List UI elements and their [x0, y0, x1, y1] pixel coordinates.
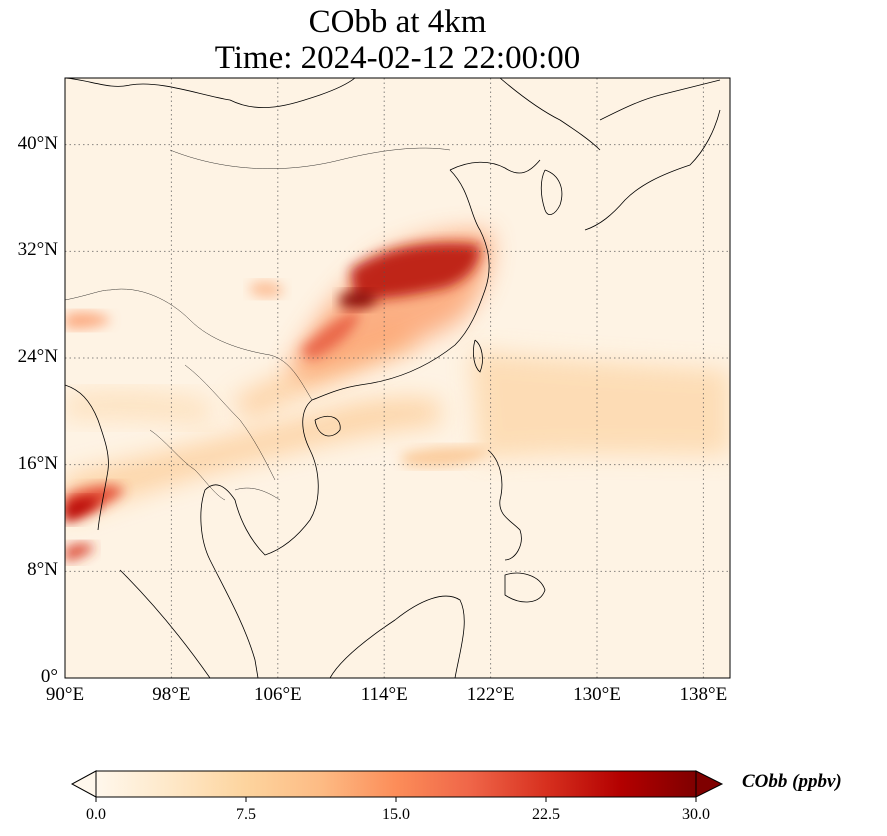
colorbar-label: CObb (ppbv) — [742, 771, 842, 792]
coast-korea — [540, 169, 563, 215]
colorbar-tick-label: 22.5 — [532, 806, 560, 823]
coast-borneo — [329, 595, 465, 678]
y-tick-label: 0° — [40, 666, 58, 687]
country-borders — [65, 147, 451, 501]
y-tick-label: 16°N — [17, 452, 58, 474]
coast-sea-okhotsk — [599, 79, 721, 121]
plume-china-peak — [340, 290, 378, 310]
plume-pacific-band — [470, 350, 730, 460]
y-tick-label: 32°N — [17, 239, 58, 261]
border-china-south — [109, 288, 313, 401]
colorbar-tick-label: 0.0 — [86, 806, 106, 823]
plume-myanmar-lower — [65, 543, 95, 562]
coast-china-east — [311, 169, 490, 401]
y-tick-label: 40°N — [17, 132, 58, 154]
coast-east-asia-north — [499, 78, 601, 151]
colorbar-min-extend — [70, 770, 97, 798]
border-mongolia — [169, 147, 451, 169]
plume-myanmar-core — [65, 498, 100, 522]
plume-west-band — [65, 390, 210, 425]
cobb-field — [65, 230, 730, 562]
map-frame — [64, 77, 731, 679]
plume-china-core — [350, 242, 481, 300]
plume-indochina-band — [65, 398, 440, 520]
x-tick-label: 122°E — [466, 684, 515, 705]
colorbar-tick-label: 7.5 — [236, 806, 256, 823]
border-cambodia — [234, 487, 281, 501]
colorbar-tick-marks — [95, 797, 697, 802]
map-area — [65, 78, 730, 678]
colorbar-body — [95, 770, 697, 798]
coast-mindanao — [504, 572, 546, 603]
colorbar-tick-label: 15.0 — [382, 806, 410, 823]
border-china-west — [65, 289, 111, 301]
coastlines — [65, 78, 721, 678]
coast-taiwan — [472, 339, 483, 373]
coast-myanmar — [65, 384, 109, 531]
y-tick-label: 24°N — [17, 346, 58, 367]
plume-yangtze-patch — [250, 281, 285, 298]
plume-china-tail — [300, 310, 360, 360]
coast-sumatra — [119, 569, 211, 678]
x-tick-label: 138°E — [679, 684, 728, 705]
coast-luzon — [487, 449, 522, 561]
x-tick-label: 98°E — [152, 684, 191, 705]
y-tick-label: 8°N — [27, 559, 58, 581]
x-tick-label: 90°E — [45, 684, 85, 705]
coast-hainan — [314, 416, 341, 437]
coast-bohai — [449, 159, 541, 174]
x-tick-label: 114°E — [360, 684, 408, 705]
gridlines — [65, 78, 730, 678]
border-thailand — [149, 429, 226, 501]
plume-luzon-strait — [400, 446, 490, 467]
plume-india-patch — [65, 312, 112, 329]
x-tick-label: 130°E — [573, 684, 621, 705]
colorbar-tick-label: 30.0 — [682, 806, 710, 823]
colorbar-max-extend — [695, 770, 724, 798]
x-tick-label: 106°E — [253, 684, 302, 705]
title-variable: CObb at 4km — [308, 4, 487, 40]
colorbar — [70, 770, 724, 802]
coast-indochina — [200, 399, 319, 678]
title-time: Time: 2024-02-12 22:00:00 — [214, 40, 581, 76]
border-laos-vietnam — [184, 364, 276, 481]
map-title: CObb at 4km Time: 2024-02-12 22:00:00 — [65, 4, 730, 76]
coast-japan-kyushu — [584, 109, 721, 231]
coast-siberia — [65, 78, 356, 108]
